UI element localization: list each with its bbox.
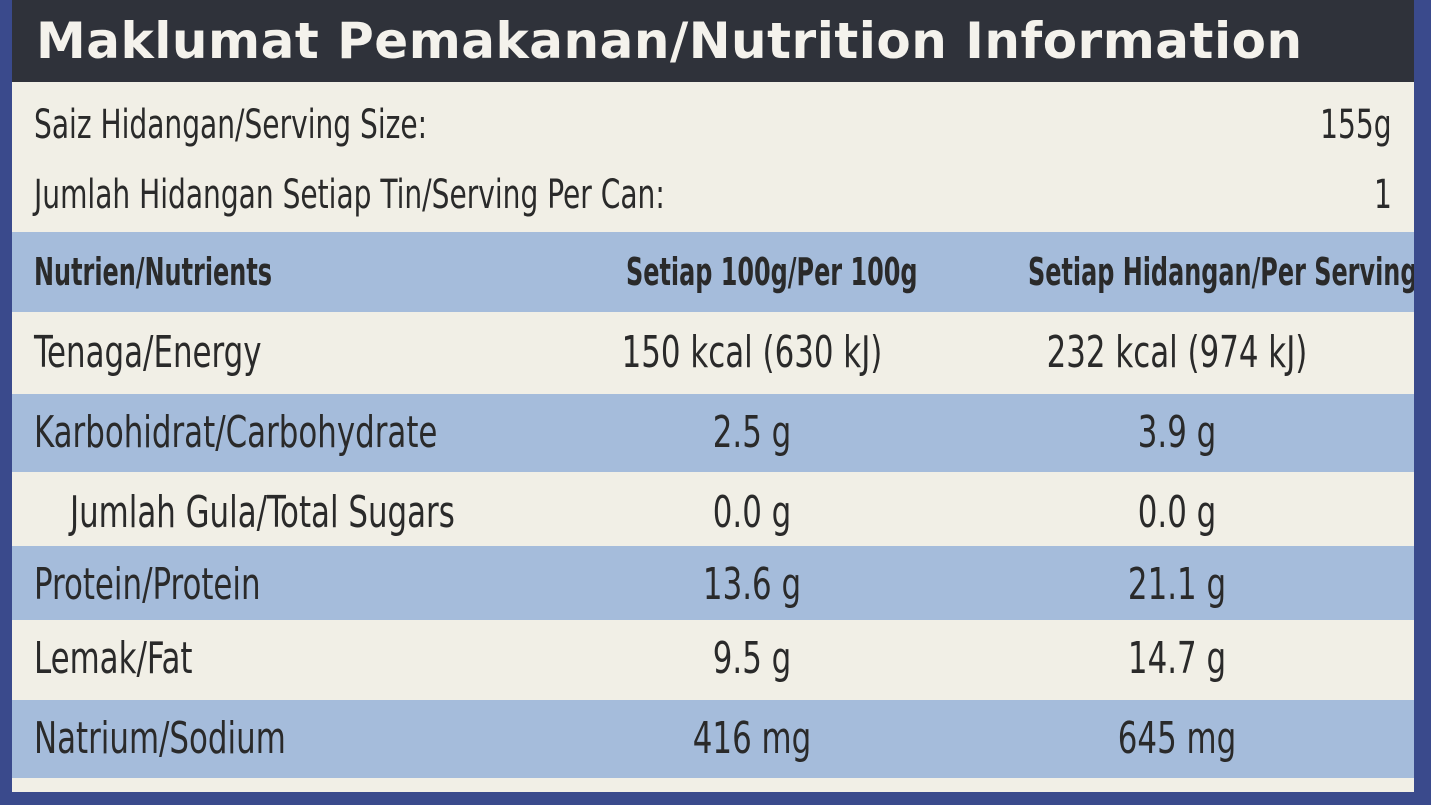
table-row: Protein/Protein 13.6 g 21.1 g	[12, 546, 1414, 624]
value-per-100g: 416 mg	[692, 713, 812, 764]
label-title: Maklumat Pemakanan/Nutrition Information	[12, 0, 1414, 82]
value-per-100g: 150 kcal (630 kJ)	[621, 327, 883, 378]
value-per-serving: 14.7 g	[1127, 633, 1227, 684]
servings-per-can-row: Jumlah Hidangan Setiap Tin/Serving Per C…	[12, 158, 1414, 232]
table-row: Lemak/Fat 9.5 g 14.7 g	[12, 620, 1414, 698]
value-per-serving: 232 kcal (974 kJ)	[1046, 327, 1308, 378]
nutrition-label: Maklumat Pemakanan/Nutrition Information…	[12, 0, 1414, 792]
table-row: Karbohidrat/Carbohydrate 2.5 g 3.9 g	[12, 394, 1414, 472]
nutrient-name: Lemak/Fat	[34, 633, 193, 684]
value-per-100g: 0.0 g	[712, 487, 792, 538]
table-row: Jumlah Gula/Total Sugars 0.0 g 0.0 g	[12, 474, 1414, 552]
table-row: Tenaga/Energy 150 kcal (630 kJ) 232 kcal…	[12, 314, 1414, 392]
nutrient-name: Tenaga/Energy	[34, 327, 262, 378]
serving-size-value: 155g	[1320, 102, 1392, 148]
value-per-serving: 645 mg	[1117, 713, 1237, 764]
value-per-100g: 9.5 g	[712, 633, 792, 684]
header-per-100g: Setiap 100g/Per 100g	[626, 250, 918, 294]
nutrient-name: Natrium/Sodium	[34, 713, 286, 764]
header-per-serving: Setiap Hidangan/Per Serving	[1028, 250, 1414, 294]
value-per-serving: 0.0 g	[1137, 487, 1217, 538]
value-per-100g: 13.6 g	[702, 559, 802, 610]
header-nutrient: Nutrien/Nutrients	[34, 250, 273, 294]
serving-size-row: Saiz Hidangan/Serving Size: 155g	[12, 88, 1414, 162]
value-per-100g: 2.5 g	[712, 407, 792, 458]
serving-size-label: Saiz Hidangan/Serving Size:	[34, 102, 428, 148]
nutrient-name: Karbohidrat/Carbohydrate	[34, 407, 438, 458]
value-per-serving: 3.9 g	[1137, 407, 1217, 458]
servings-per-can-value: 1	[1374, 172, 1392, 218]
nutrient-name: Protein/Protein	[34, 559, 261, 610]
table-header-row: Nutrien/Nutrients Setiap 100g/Per 100g S…	[12, 232, 1414, 312]
table-row: Natrium/Sodium 416 mg 645 mg	[12, 700, 1414, 778]
servings-per-can-label: Jumlah Hidangan Setiap Tin/Serving Per C…	[34, 172, 665, 218]
nutrient-name: Jumlah Gula/Total Sugars	[70, 487, 455, 538]
value-per-serving: 21.1 g	[1127, 559, 1227, 610]
